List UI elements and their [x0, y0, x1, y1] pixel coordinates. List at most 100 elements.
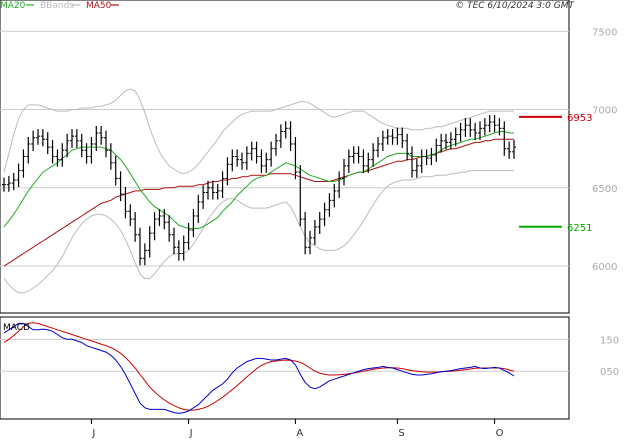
bbands-upper-line — [3, 88, 514, 175]
price-bar — [434, 138, 439, 162]
legend: MA20 BBands MA50 — [0, 1, 119, 11]
price-bar — [254, 141, 259, 164]
price-bar — [142, 243, 147, 266]
price-bar — [410, 146, 414, 178]
price-bar — [186, 223, 191, 250]
price-y-tick-label: 6000 — [592, 262, 617, 273]
price-bar — [50, 140, 55, 164]
price-bar — [346, 149, 351, 173]
price-bar — [288, 121, 293, 152]
macd-y-tick-label: 150 — [600, 335, 619, 346]
price-bar — [40, 129, 45, 147]
macd-panel-label: MACD — [3, 323, 30, 333]
price-panel-frame — [0, 0, 570, 314]
price-bars — [2, 115, 516, 266]
price-bar — [167, 215, 172, 242]
legend-bbands: BBands — [40, 1, 74, 11]
price-bar — [201, 185, 206, 209]
price-bar — [206, 180, 210, 200]
price-bar — [11, 172, 16, 191]
price-bar — [376, 136, 380, 158]
price-bar — [244, 146, 249, 170]
price-bar — [463, 118, 468, 137]
price-bar — [55, 149, 60, 167]
bollinger-bands — [3, 88, 514, 294]
macd-signal-line — [3, 322, 515, 411]
price-bar — [210, 180, 215, 200]
price-bar — [118, 171, 123, 202]
price-bar — [79, 133, 84, 158]
price-bar — [16, 163, 21, 188]
price-levels: 6953 6251 — [519, 113, 592, 234]
price-bar — [176, 240, 181, 261]
price-bar — [444, 133, 448, 150]
price-bar — [128, 204, 133, 227]
price-bar — [458, 122, 463, 142]
price-bar — [259, 149, 264, 173]
price-bar — [298, 165, 303, 227]
price-y-tick-label: 6500 — [592, 184, 617, 195]
price-bar — [478, 121, 482, 141]
price-bar — [400, 127, 405, 148]
x-tick-label: O — [496, 428, 504, 439]
price-bar — [497, 118, 502, 136]
price-bar — [473, 122, 478, 141]
bbands-lower-line — [3, 170, 514, 294]
price-bar — [89, 136, 94, 164]
price-bar — [108, 143, 113, 170]
price-bar — [2, 177, 6, 192]
price-bar — [405, 133, 410, 161]
price-bar — [74, 129, 79, 148]
price-bar — [65, 133, 70, 158]
price-bar — [439, 133, 444, 153]
price-bar — [322, 202, 327, 227]
macd-y-axis: 150 050 — [600, 335, 619, 378]
price-bar — [351, 146, 356, 164]
price-bar — [181, 235, 186, 261]
price-bar — [385, 129, 390, 145]
price-bar — [492, 115, 497, 133]
price-bar — [414, 158, 419, 178]
price-bar — [264, 152, 269, 173]
macd-line — [3, 322, 515, 414]
price-bar — [366, 152, 371, 173]
price-bar — [133, 212, 138, 242]
x-tick-label: A — [296, 428, 303, 439]
chart-timestamp: © TEC 6/10/2024 3:0 GMT — [455, 1, 575, 11]
legend-ma20: MA20 — [0, 1, 26, 11]
price-bar — [429, 147, 434, 166]
price-y-axis: 7500 7000 6500 6000 — [592, 27, 617, 273]
price-bar — [487, 115, 492, 133]
price-bar — [21, 149, 26, 178]
price-bar — [395, 127, 400, 145]
price-bar — [507, 141, 512, 159]
price-bar — [356, 146, 361, 164]
moving-averages — [3, 131, 514, 267]
price-bar — [512, 140, 516, 159]
price-bar — [138, 227, 142, 266]
macd-lines — [3, 322, 515, 414]
macd-panel — [0, 316, 570, 420]
price-bar — [6, 176, 11, 192]
price-bar — [147, 226, 152, 258]
price-bar — [104, 130, 108, 158]
price-bar — [419, 149, 424, 173]
price-bar — [337, 171, 342, 198]
price-bar — [60, 143, 65, 167]
price-bar — [113, 155, 118, 186]
price-bar — [468, 118, 473, 137]
price-bar — [293, 136, 298, 180]
price-bar — [390, 129, 395, 145]
price-bar — [152, 212, 157, 241]
price-bar — [380, 130, 385, 152]
price-bar — [157, 208, 162, 227]
price-bar — [502, 121, 507, 156]
price-bar — [482, 118, 487, 136]
price-bar — [84, 143, 89, 164]
price-bar — [36, 129, 40, 145]
price-bar — [45, 132, 50, 155]
price-bar — [312, 219, 317, 245]
price-bar — [230, 149, 235, 172]
